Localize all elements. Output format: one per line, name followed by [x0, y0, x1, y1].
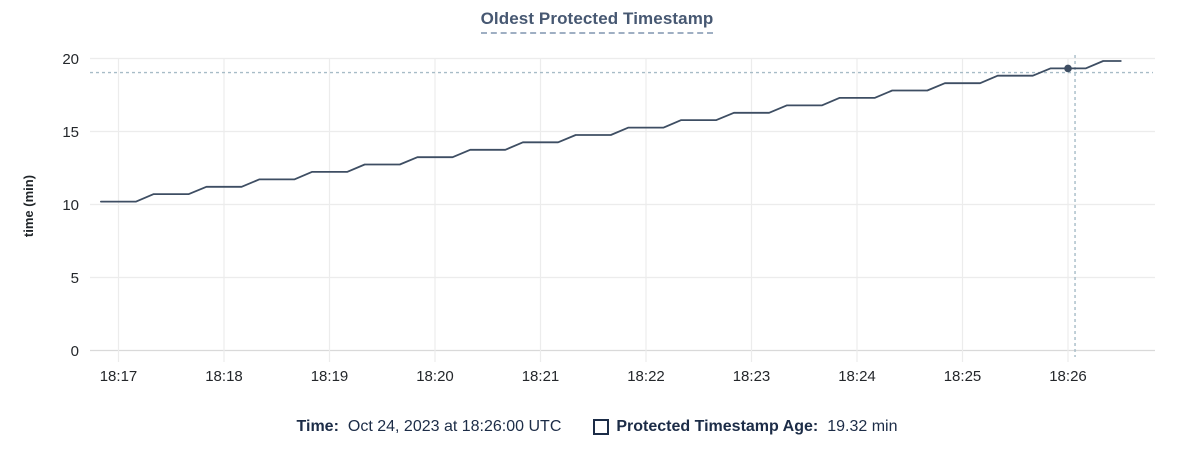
series-value: 19.32 min [827, 418, 898, 435]
x-tick-label: 18:22 [627, 368, 665, 385]
chart-title[interactable]: Oldest Protected Timestamp [480, 9, 714, 34]
y-tick-label: 0 [71, 343, 79, 360]
chart-plot-area[interactable]: 0 5 10 15 20 18:17 18:18 18:19 18:20 18:21 18:22 18… [0, 0, 1194, 400]
chart-title-row: Oldest Protected Timestamp [0, 9, 1194, 34]
x-tick-label: 18:20 [416, 368, 454, 385]
hover-time: Time: Oct 24, 2023 at 18:26:00 UTC [297, 418, 562, 436]
y-tick-label: 5 [71, 270, 79, 287]
y-tick-label: 10 [62, 197, 79, 214]
y-tick-label: 20 [62, 51, 79, 68]
x-tick-label: 18:21 [522, 368, 560, 385]
y-axis-title: time (min) [21, 175, 36, 237]
x-tick-label: 18:19 [311, 368, 349, 385]
x-tick-label: 18:23 [733, 368, 771, 385]
hover-point-dot [1064, 64, 1072, 73]
time-label: Time: [296, 418, 339, 435]
x-tick-label: 18:26 [1049, 368, 1087, 385]
x-tick-label: 18:25 [944, 368, 982, 385]
y-tick-label: 15 [62, 124, 79, 141]
x-tick-label: 18:24 [838, 368, 876, 385]
hover-series: Protected Timestamp Age: 19.32 min [593, 418, 897, 436]
series-line [100, 60, 1122, 203]
x-tick-label: 18:17 [100, 368, 138, 385]
series-checkbox[interactable] [593, 419, 610, 435]
time-value: Oct 24, 2023 at 18:26:00 UTC [347, 418, 562, 435]
series-label: Protected Timestamp Age: [616, 418, 819, 435]
hover-legend: Time: Oct 24, 2023 at 18:26:00 UTC Prote… [0, 418, 1194, 436]
x-tick-label: 18:18 [205, 368, 243, 385]
